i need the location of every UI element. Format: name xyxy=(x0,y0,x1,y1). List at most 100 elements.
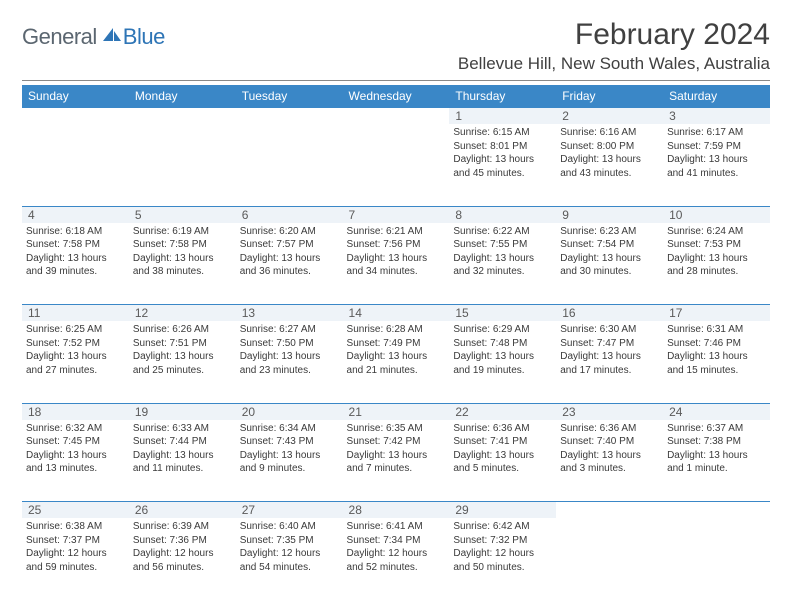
sunset: Sunset: 8:01 PM xyxy=(453,140,552,154)
daynum-row: 18192021222324 xyxy=(22,403,770,420)
daylight: Daylight: 13 hours and 21 minutes. xyxy=(347,350,446,377)
day-info: Sunrise: 6:20 AMSunset: 7:57 PMDaylight:… xyxy=(240,225,339,279)
daynum-cell: 2 xyxy=(556,108,663,125)
sunrise: Sunrise: 6:33 AM xyxy=(133,422,232,436)
sunrise: Sunrise: 6:21 AM xyxy=(347,225,446,239)
daynum-cell: 20 xyxy=(236,403,343,420)
daylight: Daylight: 13 hours and 28 minutes. xyxy=(667,252,766,279)
day-info: Sunrise: 6:41 AMSunset: 7:34 PMDaylight:… xyxy=(347,520,446,574)
day-cell: Sunrise: 6:34 AMSunset: 7:43 PMDaylight:… xyxy=(236,420,343,502)
daylight: Daylight: 12 hours and 59 minutes. xyxy=(26,547,125,574)
sunrise: Sunrise: 6:22 AM xyxy=(453,225,552,239)
daynum-cell: 8 xyxy=(449,206,556,223)
sunrise: Sunrise: 6:19 AM xyxy=(133,225,232,239)
sunrise: Sunrise: 6:28 AM xyxy=(347,323,446,337)
day-cell: Sunrise: 6:36 AMSunset: 7:40 PMDaylight:… xyxy=(556,420,663,502)
day-number: 26 xyxy=(135,503,148,517)
daynum-cell: 6 xyxy=(236,206,343,223)
col-fri: Friday xyxy=(556,85,663,108)
daynum-cell: 17 xyxy=(663,305,770,322)
day-info: Sunrise: 6:19 AMSunset: 7:58 PMDaylight:… xyxy=(133,225,232,279)
daynum-cell: 24 xyxy=(663,403,770,420)
day-info: Sunrise: 6:33 AMSunset: 7:44 PMDaylight:… xyxy=(133,422,232,476)
daynum-cell: 27 xyxy=(236,502,343,519)
day-info: Sunrise: 6:25 AMSunset: 7:52 PMDaylight:… xyxy=(26,323,125,377)
daylight: Daylight: 12 hours and 50 minutes. xyxy=(453,547,552,574)
daynum-cell: 21 xyxy=(343,403,450,420)
day-number: 8 xyxy=(455,208,462,222)
daylight: Daylight: 13 hours and 9 minutes. xyxy=(240,449,339,476)
daynum-cell: 3 xyxy=(663,108,770,125)
day-cell: Sunrise: 6:25 AMSunset: 7:52 PMDaylight:… xyxy=(22,321,129,403)
day-number: 4 xyxy=(28,208,35,222)
daynum-cell xyxy=(236,108,343,125)
daynum-cell: 12 xyxy=(129,305,236,322)
daynum-cell: 29 xyxy=(449,502,556,519)
daylight: Daylight: 13 hours and 30 minutes. xyxy=(560,252,659,279)
day-cell: Sunrise: 6:37 AMSunset: 7:38 PMDaylight:… xyxy=(663,420,770,502)
daylight: Daylight: 13 hours and 5 minutes. xyxy=(453,449,552,476)
day-cell: Sunrise: 6:28 AMSunset: 7:49 PMDaylight:… xyxy=(343,321,450,403)
day-info: Sunrise: 6:18 AMSunset: 7:58 PMDaylight:… xyxy=(26,225,125,279)
day-info: Sunrise: 6:16 AMSunset: 8:00 PMDaylight:… xyxy=(560,126,659,180)
sunrise: Sunrise: 6:32 AM xyxy=(26,422,125,436)
daynum-row: 2526272829 xyxy=(22,502,770,519)
daylight: Daylight: 12 hours and 56 minutes. xyxy=(133,547,232,574)
sunset: Sunset: 7:59 PM xyxy=(667,140,766,154)
day-number: 19 xyxy=(135,405,148,419)
calendar-table: Sunday Monday Tuesday Wednesday Thursday… xyxy=(22,85,770,600)
sunrise: Sunrise: 6:23 AM xyxy=(560,225,659,239)
day-cell: Sunrise: 6:15 AMSunset: 8:01 PMDaylight:… xyxy=(449,124,556,206)
day-cell: Sunrise: 6:22 AMSunset: 7:55 PMDaylight:… xyxy=(449,223,556,305)
day-cell: Sunrise: 6:30 AMSunset: 7:47 PMDaylight:… xyxy=(556,321,663,403)
daynum-cell: 16 xyxy=(556,305,663,322)
sunrise: Sunrise: 6:29 AM xyxy=(453,323,552,337)
daylight: Daylight: 13 hours and 15 minutes. xyxy=(667,350,766,377)
day-info: Sunrise: 6:26 AMSunset: 7:51 PMDaylight:… xyxy=(133,323,232,377)
daylight: Daylight: 13 hours and 38 minutes. xyxy=(133,252,232,279)
logo: General Blue xyxy=(22,18,165,50)
daylight: Daylight: 13 hours and 34 minutes. xyxy=(347,252,446,279)
sunset: Sunset: 7:49 PM xyxy=(347,337,446,351)
col-mon: Monday xyxy=(129,85,236,108)
day-info: Sunrise: 6:38 AMSunset: 7:37 PMDaylight:… xyxy=(26,520,125,574)
daynum-cell xyxy=(129,108,236,125)
sunrise: Sunrise: 6:36 AM xyxy=(560,422,659,436)
logo-text-general: General xyxy=(22,24,97,50)
day-number: 17 xyxy=(669,306,682,320)
day-number: 20 xyxy=(242,405,255,419)
sunrise: Sunrise: 6:17 AM xyxy=(667,126,766,140)
day-number: 7 xyxy=(349,208,356,222)
day-cell xyxy=(129,124,236,206)
day-info: Sunrise: 6:17 AMSunset: 7:59 PMDaylight:… xyxy=(667,126,766,180)
month-title: February 2024 xyxy=(458,18,770,52)
day-cell xyxy=(663,518,770,600)
daynum-cell: 9 xyxy=(556,206,663,223)
day-info: Sunrise: 6:32 AMSunset: 7:45 PMDaylight:… xyxy=(26,422,125,476)
day-number: 9 xyxy=(562,208,569,222)
sunrise: Sunrise: 6:38 AM xyxy=(26,520,125,534)
location: Bellevue Hill, New South Wales, Australi… xyxy=(458,54,770,74)
divider xyxy=(22,80,770,81)
sunset: Sunset: 7:58 PM xyxy=(26,238,125,252)
sunset: Sunset: 7:46 PM xyxy=(667,337,766,351)
day-number: 5 xyxy=(135,208,142,222)
sunrise: Sunrise: 6:42 AM xyxy=(453,520,552,534)
col-tue: Tuesday xyxy=(236,85,343,108)
sunset: Sunset: 7:42 PM xyxy=(347,435,446,449)
sunrise: Sunrise: 6:40 AM xyxy=(240,520,339,534)
daylight: Daylight: 13 hours and 25 minutes. xyxy=(133,350,232,377)
daynum-cell: 7 xyxy=(343,206,450,223)
day-cell: Sunrise: 6:17 AMSunset: 7:59 PMDaylight:… xyxy=(663,124,770,206)
day-cell: Sunrise: 6:27 AMSunset: 7:50 PMDaylight:… xyxy=(236,321,343,403)
sunset: Sunset: 7:50 PM xyxy=(240,337,339,351)
day-info: Sunrise: 6:28 AMSunset: 7:49 PMDaylight:… xyxy=(347,323,446,377)
sunset: Sunset: 7:57 PM xyxy=(240,238,339,252)
sunset: Sunset: 7:41 PM xyxy=(453,435,552,449)
daynum-cell: 22 xyxy=(449,403,556,420)
day-number: 6 xyxy=(242,208,249,222)
sunrise: Sunrise: 6:18 AM xyxy=(26,225,125,239)
day-number: 29 xyxy=(455,503,468,517)
day-cell xyxy=(236,124,343,206)
daynum-cell: 28 xyxy=(343,502,450,519)
